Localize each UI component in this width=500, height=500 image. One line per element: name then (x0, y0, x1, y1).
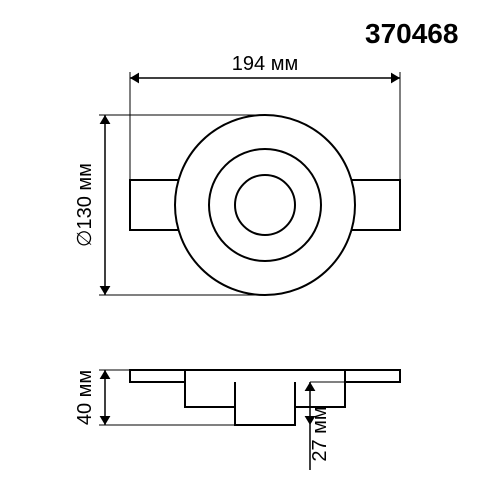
svg-text:∅130 мм: ∅130 мм (74, 163, 96, 247)
svg-text:40 мм: 40 мм (74, 370, 96, 425)
technical-drawing: 194 мм ∅130 мм 40 мм 27 мм (0, 0, 500, 500)
product-code: 370468 (365, 18, 458, 50)
svg-text:194 мм: 194 мм (232, 53, 298, 75)
svg-text:27 мм: 27 мм (309, 406, 331, 461)
